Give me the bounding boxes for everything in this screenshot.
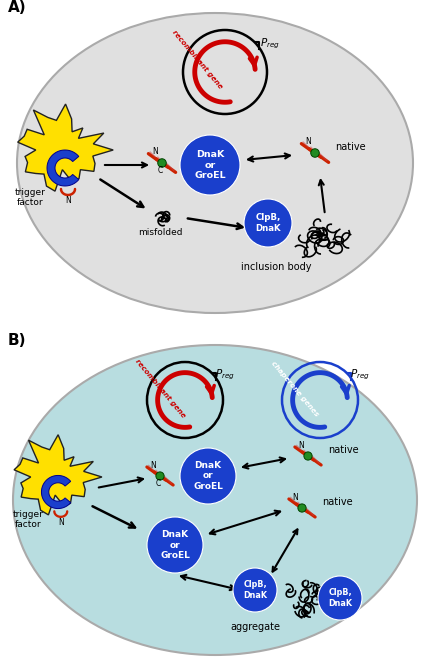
Text: native: native [335, 142, 366, 152]
Text: C: C [158, 166, 163, 175]
Text: N: N [298, 441, 304, 450]
Text: trigger
factor: trigger factor [15, 187, 45, 207]
Text: $P_{reg}$: $P_{reg}$ [215, 368, 235, 382]
Circle shape [311, 149, 319, 157]
Text: $P_{reg}$: $P_{reg}$ [350, 368, 370, 382]
Circle shape [156, 472, 164, 480]
Text: DnaK
or
GroEL: DnaK or GroEL [193, 461, 223, 491]
Text: aggregate: aggregate [230, 622, 280, 632]
Text: misfolded: misfolded [138, 228, 183, 237]
Text: recombinant gene: recombinant gene [172, 29, 224, 89]
Circle shape [318, 576, 362, 620]
Text: N: N [292, 493, 298, 502]
Text: N: N [58, 517, 64, 527]
Circle shape [298, 504, 306, 512]
Text: inclusion body: inclusion body [241, 262, 311, 272]
Text: C: C [156, 479, 161, 488]
Circle shape [147, 517, 203, 573]
Text: recombinant gene: recombinant gene [134, 358, 187, 419]
Text: native: native [328, 445, 359, 455]
Polygon shape [41, 476, 71, 509]
Ellipse shape [13, 345, 417, 655]
Text: B): B) [8, 333, 26, 348]
Polygon shape [18, 104, 113, 191]
Text: $P_{reg}$: $P_{reg}$ [260, 37, 280, 51]
Circle shape [304, 452, 312, 460]
Text: N: N [152, 147, 158, 157]
Text: N: N [150, 461, 156, 470]
Text: DnaK
or
GroEL: DnaK or GroEL [160, 530, 190, 560]
Text: native: native [322, 497, 352, 507]
Text: DnaK
or
GroEL: DnaK or GroEL [194, 150, 226, 180]
Text: A): A) [8, 0, 27, 15]
Text: ClpB,
DnaK: ClpB, DnaK [243, 581, 267, 599]
Circle shape [158, 159, 166, 167]
Text: trigger
factor: trigger factor [13, 509, 44, 529]
Circle shape [233, 568, 277, 612]
Ellipse shape [17, 13, 413, 313]
Circle shape [244, 199, 292, 247]
Text: ClpB,
DnaK: ClpB, DnaK [328, 588, 352, 607]
Circle shape [180, 448, 236, 504]
Text: chaperone genes: chaperone genes [271, 360, 320, 417]
Text: N: N [305, 138, 311, 146]
Polygon shape [47, 150, 79, 186]
Text: ClpB,
DnaK: ClpB, DnaK [255, 213, 281, 233]
Polygon shape [14, 435, 102, 515]
Text: N: N [65, 196, 71, 205]
Circle shape [180, 135, 240, 195]
